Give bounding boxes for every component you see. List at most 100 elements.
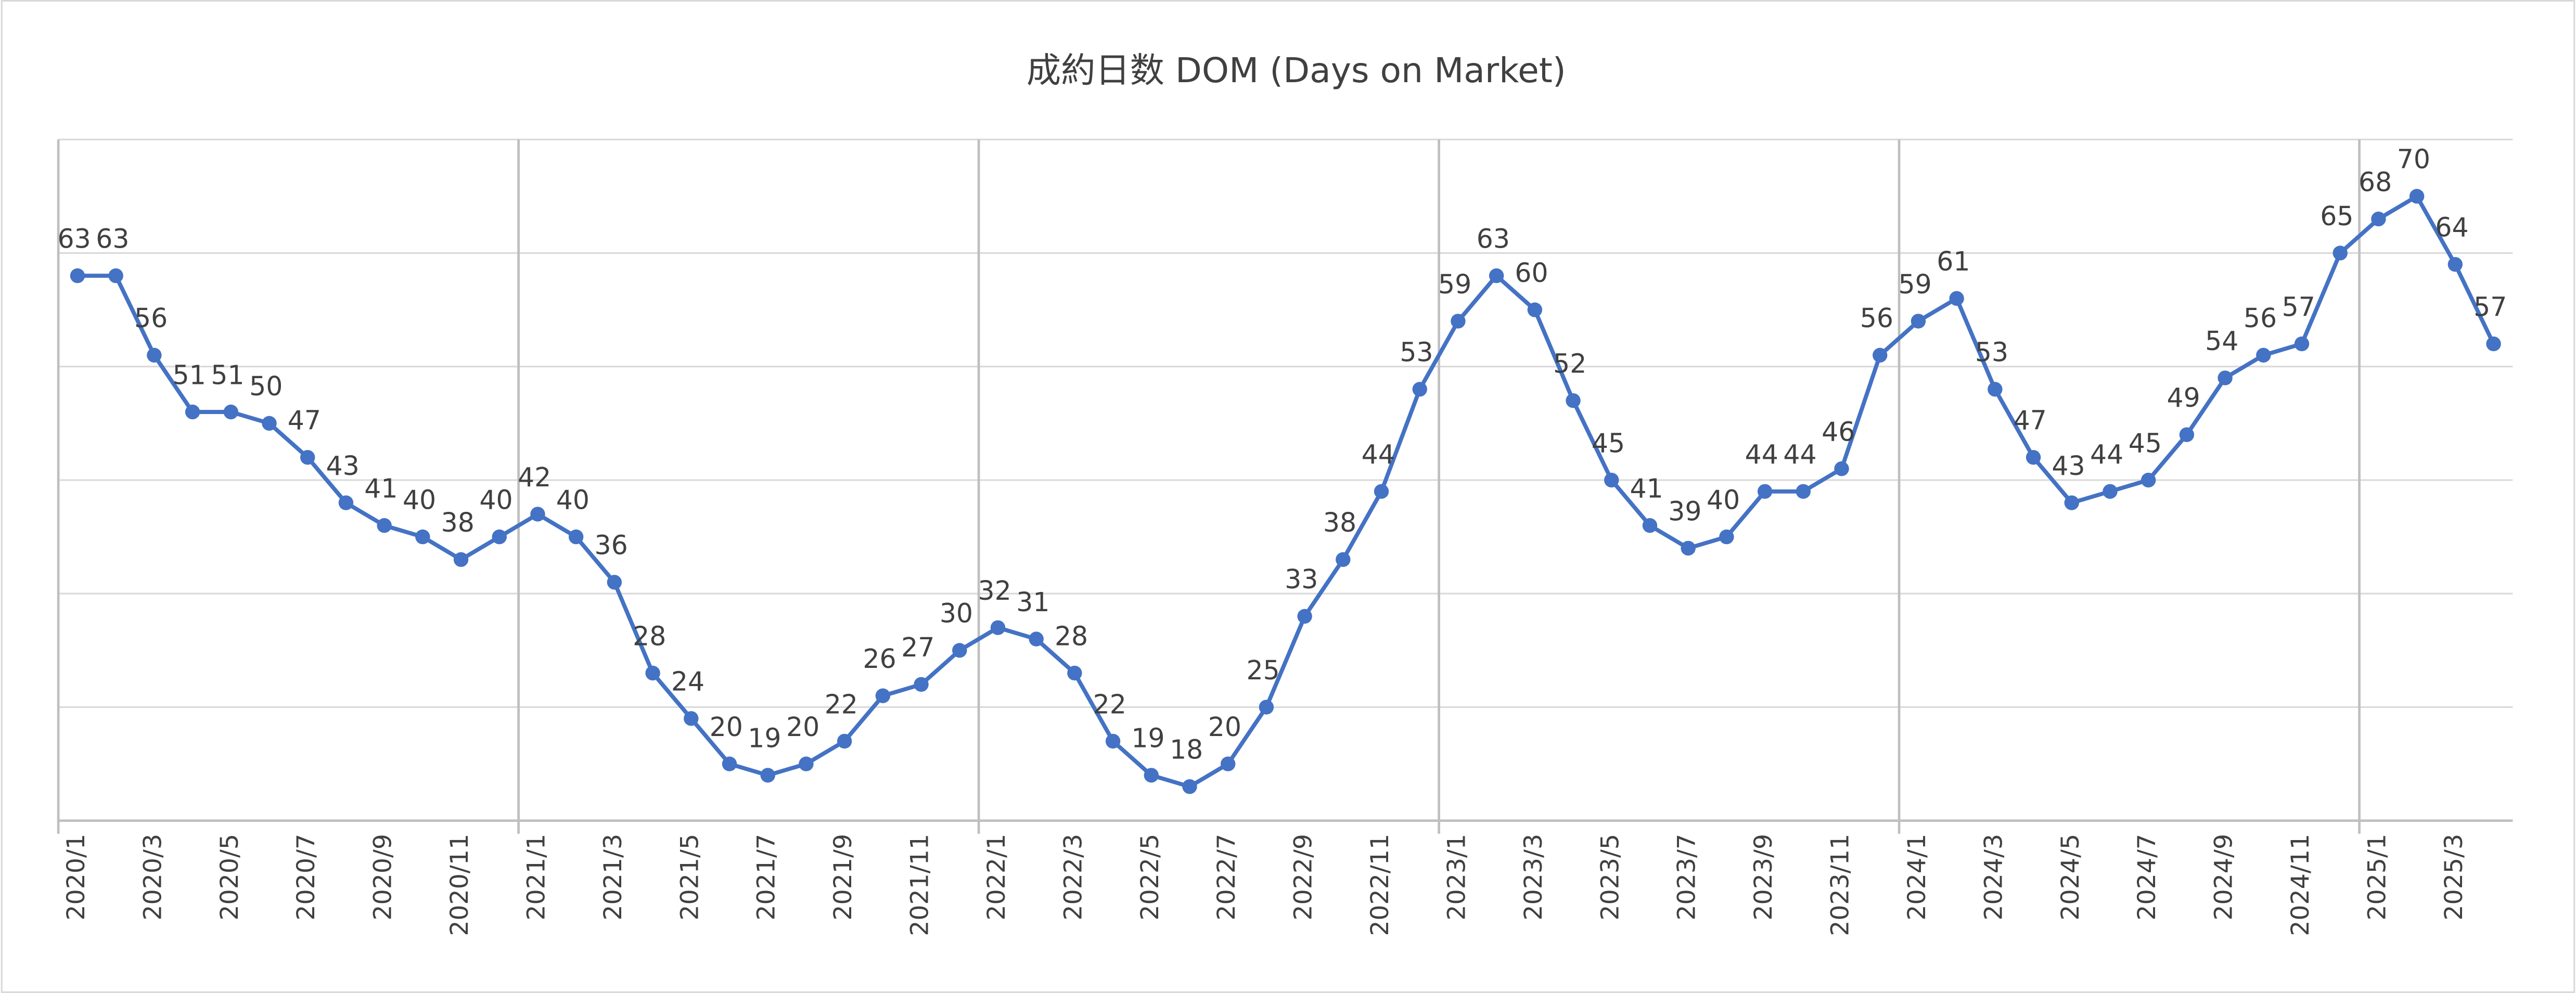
data-label: 43	[326, 450, 360, 481]
marker	[2256, 347, 2271, 363]
marker	[147, 347, 162, 363]
data-label: 22	[825, 689, 858, 719]
x-tick-label: 2021/9	[829, 834, 857, 921]
data-label: 59	[1438, 269, 1471, 300]
data-label: 40	[403, 484, 436, 515]
marker	[1988, 382, 2003, 397]
data-label: 53	[1975, 337, 2008, 368]
x-tick-label: 2021/11	[906, 834, 934, 936]
marker	[1642, 518, 1658, 533]
x-tick-label: 2023/11	[1826, 834, 1855, 936]
marker	[262, 416, 277, 431]
marker	[1221, 756, 1236, 771]
data-label: 44	[2090, 439, 2123, 470]
x-tick-label: 2023/9	[1749, 834, 1778, 921]
data-label: 40	[556, 484, 589, 515]
marker	[70, 268, 85, 283]
marker	[990, 620, 1006, 635]
data-label: 28	[633, 621, 666, 651]
marker	[2026, 450, 2041, 465]
marker	[2294, 336, 2310, 352]
marker	[2409, 189, 2425, 204]
data-label: 36	[594, 530, 627, 561]
data-label: 51	[211, 359, 244, 390]
data-label: 20	[1208, 712, 1241, 742]
data-label: 57	[2474, 291, 2507, 322]
data-label: 47	[288, 405, 321, 436]
marker	[1681, 540, 1696, 556]
marker	[1873, 347, 1888, 363]
marker	[684, 711, 699, 726]
data-label: 68	[2359, 166, 2392, 197]
marker	[1489, 268, 1504, 283]
data-label: 63	[58, 223, 91, 254]
data-label: 53	[1400, 337, 1433, 368]
marker	[492, 529, 507, 545]
data-label: 20	[710, 712, 743, 742]
marker	[952, 643, 967, 658]
x-tick-label: 2022/9	[1289, 834, 1318, 921]
data-label: 60	[1515, 257, 1548, 288]
data-label: 40	[1707, 484, 1740, 515]
x-tick-label: 2020/1	[62, 834, 91, 921]
marker	[1566, 393, 1581, 408]
data-label: 44	[1745, 439, 1778, 470]
marker	[2103, 484, 2118, 499]
marker	[1796, 484, 1811, 499]
x-tick-label: 2024/9	[2210, 834, 2238, 921]
data-label: 56	[2244, 303, 2277, 333]
x-tick-label: 2022/7	[1212, 834, 1241, 921]
marker	[2333, 246, 2348, 261]
marker	[1182, 779, 1197, 794]
data-label: 20	[786, 712, 819, 742]
data-label: 32	[978, 575, 1011, 606]
x-tick-label: 2023/3	[1519, 834, 1548, 921]
x-tick-label: 2022/3	[1059, 834, 1087, 921]
marker	[1259, 700, 1274, 715]
data-label: 28	[1055, 621, 1088, 651]
data-label: 41	[364, 473, 398, 504]
marker	[2486, 336, 2501, 352]
marker	[1451, 314, 1466, 329]
data-label: 57	[2282, 291, 2315, 322]
data-label: 22	[1093, 689, 1126, 719]
data-label: 59	[1899, 269, 1932, 300]
x-tick-label: 2024/11	[2286, 834, 2315, 936]
data-label: 25	[1246, 655, 1279, 686]
marker	[2179, 427, 2195, 442]
marker	[1105, 733, 1121, 749]
x-tick-label: 2021/5	[675, 834, 704, 921]
data-label: 18	[1170, 734, 1203, 765]
data-label: 54	[2205, 326, 2238, 356]
data-label: 39	[1668, 496, 1701, 526]
x-tick-label: 2020/9	[369, 834, 398, 921]
data-label: 38	[441, 507, 475, 538]
data-label: 61	[1937, 246, 1970, 277]
data-label: 45	[1592, 428, 1625, 458]
marker	[185, 404, 200, 420]
marker	[2141, 472, 2156, 488]
marker	[722, 756, 737, 771]
marker	[2371, 211, 2386, 227]
marker	[1949, 291, 1964, 306]
marker	[453, 552, 469, 567]
data-label: 33	[1285, 564, 1318, 595]
marker	[377, 518, 392, 533]
marker	[338, 495, 354, 510]
marker	[1144, 768, 1159, 783]
data-label: 42	[518, 462, 551, 493]
data-label: 52	[1553, 349, 1586, 379]
marker	[1911, 314, 1926, 329]
data-label: 56	[134, 303, 168, 333]
marker	[1604, 472, 1619, 488]
marker	[1374, 484, 1389, 499]
data-label: 31	[1016, 587, 1049, 617]
data-label: 70	[2397, 144, 2430, 175]
data-label: 45	[2129, 428, 2162, 458]
data-label: 24	[671, 666, 704, 697]
marker	[223, 404, 239, 420]
data-label: 46	[1822, 416, 1855, 447]
x-tick-label: 2022/1	[982, 834, 1011, 921]
marker	[875, 688, 891, 703]
